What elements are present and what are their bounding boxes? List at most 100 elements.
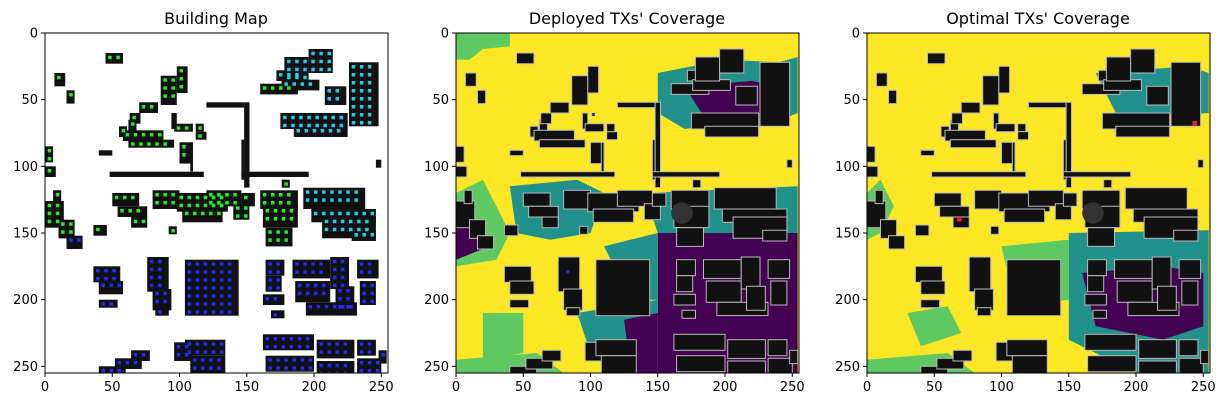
tx-marker [346,211,350,216]
tx-marker [141,353,146,357]
tx-marker [308,82,313,86]
tx-marker [149,283,154,288]
tx-marker [236,206,240,210]
y-tick-label: 200 [424,293,449,308]
tx-marker [176,126,181,130]
tx-marker [133,353,138,357]
building-footprint [193,377,204,385]
building-footprint [1087,275,1105,293]
tx-marker [292,358,296,362]
tx-marker [300,82,305,86]
tx-marker [209,366,213,370]
building-footprint [584,123,605,133]
tx-marker [291,115,295,120]
tx-marker [357,227,361,232]
tx-marker [308,358,313,362]
y-tick-label: 150 [13,227,38,242]
building-footprint [976,307,992,317]
tx-marker [203,270,208,274]
tx-marker [211,350,216,354]
tx-marker [297,291,302,296]
tx-marker [184,345,189,349]
building-footprint [98,281,123,295]
y-tick-label: 250 [835,360,860,375]
tx-marker [367,270,372,274]
building-footprint [1003,208,1046,223]
tx-marker [195,278,200,282]
building-footprint [1087,355,1137,373]
tx-marker [330,190,334,194]
tx-marker [265,209,270,213]
tx-marker [69,93,73,97]
tx-marker [117,361,122,365]
tx-marker [287,201,291,205]
tx-marker [314,211,318,216]
tx-marker [289,345,294,349]
tx-marker [279,201,283,205]
tx-marker [163,299,167,304]
tx-marker [187,342,192,346]
tx-marker [195,302,200,306]
tx-marker [276,377,280,381]
tx-marker [171,201,175,205]
building-footprint [888,235,906,250]
building-footprint [960,101,981,114]
tx-marker [233,201,237,205]
tx-marker [346,297,350,301]
tx-marker [314,291,318,296]
building-footprint [464,72,477,87]
building-footprint [378,350,387,364]
tx-marker [268,238,272,242]
tx-marker [211,203,216,208]
building-footprint [676,227,704,247]
tx-marker [209,211,213,216]
tx-marker [101,283,105,288]
tx-marker [219,342,224,346]
tx-marker [244,195,248,200]
tx-marker [182,145,186,149]
building-footprint [244,102,250,188]
tx-marker [123,195,127,200]
tx-marker [217,358,221,362]
tx-marker [305,291,310,296]
tx-marker [367,262,372,266]
building-footprint [131,350,150,361]
building-footprint [155,307,169,316]
building-footprint [563,288,583,311]
tx-marker [319,67,323,72]
building-footprint [509,149,524,157]
tx-marker [330,211,334,216]
tx-marker [219,310,224,314]
tx-marker [319,262,323,266]
tx-marker [276,278,280,282]
tx-marker [276,230,280,234]
tx-marker [367,350,372,354]
building-footprint [280,113,348,129]
tx-marker [96,269,100,273]
building-footprint [694,56,721,82]
tx-marker [346,305,350,309]
tx-marker [57,75,61,80]
building-footprint [375,159,382,168]
tx-marker [319,363,323,368]
building-footprint [974,288,994,311]
tx-marker [365,219,369,224]
building-footprint [1006,339,1048,357]
tx-marker [225,193,229,197]
tx-marker [332,219,337,224]
tx-marker [77,238,81,242]
building-footprint [592,208,635,223]
building-footprint [271,310,285,319]
building-footprint [1087,259,1107,277]
y-tick-label: 0 [30,27,38,42]
building-footprint [936,357,965,370]
tx-marker [219,262,224,266]
building-footprint [281,79,320,91]
tx-marker [276,238,280,242]
tx-marker [283,115,287,120]
building-footprint [651,192,667,207]
tx-marker [227,278,232,282]
building-footprint [1027,101,1067,109]
tx-marker [279,86,283,90]
optimal-coverage-plot [867,33,1210,373]
